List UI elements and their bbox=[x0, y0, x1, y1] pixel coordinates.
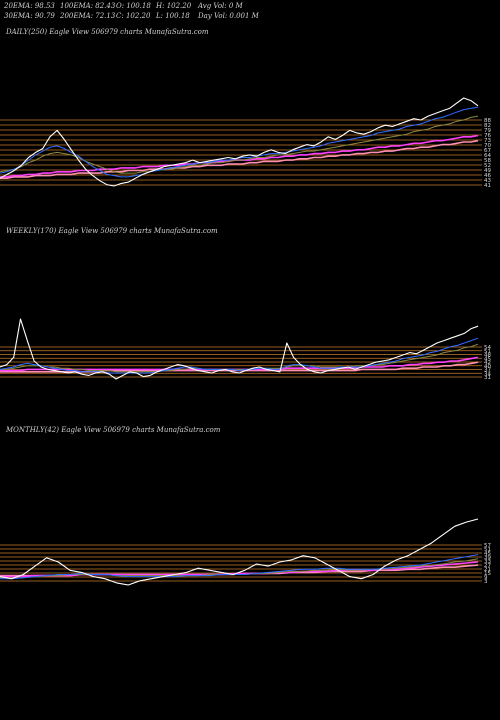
ema200-readout: 200EMA: 72.13 bbox=[60, 12, 116, 20]
y-tick-label: 15 bbox=[484, 571, 491, 577]
y-tick-label: 41 bbox=[484, 183, 491, 189]
daily-chart-title: DAILY(250) Eagle View 506979 charts Muna… bbox=[6, 28, 209, 36]
y-tick-label: 43 bbox=[484, 178, 491, 184]
ema20-line bbox=[0, 554, 479, 580]
ema100-readout: 100EMA: 82.43 bbox=[60, 2, 116, 10]
y-tick-label: 40 bbox=[484, 364, 491, 370]
y-tick-label: 58 bbox=[484, 158, 491, 164]
y-tick-label: 52 bbox=[484, 163, 491, 169]
open-readout: O: 100.18 bbox=[116, 2, 151, 10]
day-vol-readout: Day Vol: 0.001 M bbox=[198, 12, 259, 20]
y-tick-label: 76 bbox=[484, 133, 491, 139]
y-tick-label: 34 bbox=[484, 371, 491, 377]
y-tick-label: 46 bbox=[484, 173, 491, 179]
ema20-line bbox=[0, 337, 479, 374]
y-tick-label: 39 bbox=[484, 555, 491, 561]
high-readout: H: 102.20 bbox=[156, 2, 192, 10]
y-tick-label: 57 bbox=[484, 543, 491, 549]
y-tick-label: 33 bbox=[484, 559, 491, 565]
y-tick-label: 9 bbox=[484, 575, 488, 581]
ema200-line bbox=[0, 139, 479, 179]
y-tick-label: 70 bbox=[484, 143, 491, 149]
y-tick-label: 64 bbox=[484, 153, 491, 159]
y-tick-label: 73 bbox=[484, 138, 491, 144]
y-tick-label: 45 bbox=[484, 551, 491, 557]
ema30-line bbox=[0, 115, 479, 174]
y-tick-label: 31 bbox=[484, 375, 491, 381]
y-tick-label: 21 bbox=[484, 567, 491, 573]
y-tick-label: 37 bbox=[484, 368, 491, 374]
avg-vol-readout: Avg Vol: 0 M bbox=[198, 2, 243, 10]
y-tick-label: 3 bbox=[484, 579, 488, 585]
y-tick-label: 48 bbox=[484, 353, 491, 359]
y-tick-label: 49 bbox=[484, 168, 491, 174]
price-line bbox=[0, 318, 479, 380]
y-tick-label: 51 bbox=[484, 349, 491, 355]
close-readout: C: 102.20 bbox=[116, 12, 151, 20]
y-tick-label: 67 bbox=[484, 148, 491, 154]
monthly-chart-title: MONTHLY(42) Eagle View 506979 charts Mun… bbox=[6, 426, 221, 434]
y-tick-label: 27 bbox=[484, 563, 491, 569]
ema20-line bbox=[0, 106, 479, 178]
ema30-readout: 30EMA: 90.79 bbox=[4, 12, 55, 20]
price-line bbox=[0, 97, 479, 187]
y-tick-label: 82 bbox=[484, 123, 491, 129]
y-tick-label: 42 bbox=[484, 360, 491, 366]
price-line bbox=[0, 518, 479, 586]
y-tick-label: 88 bbox=[484, 118, 491, 124]
ema100-line bbox=[0, 134, 479, 178]
low-readout: L: 100.18 bbox=[156, 12, 190, 20]
y-tick-label: 54 bbox=[484, 345, 491, 351]
ema30-line bbox=[0, 343, 479, 373]
ema20-readout: 20EMA: 98.53 bbox=[4, 2, 55, 10]
y-tick-label: 45 bbox=[484, 356, 491, 362]
y-tick-label: 51 bbox=[484, 547, 491, 553]
y-tick-label: 79 bbox=[484, 128, 491, 134]
weekly-chart-title: WEEKLY(170) Eagle View 506979 charts Mun… bbox=[6, 227, 218, 235]
